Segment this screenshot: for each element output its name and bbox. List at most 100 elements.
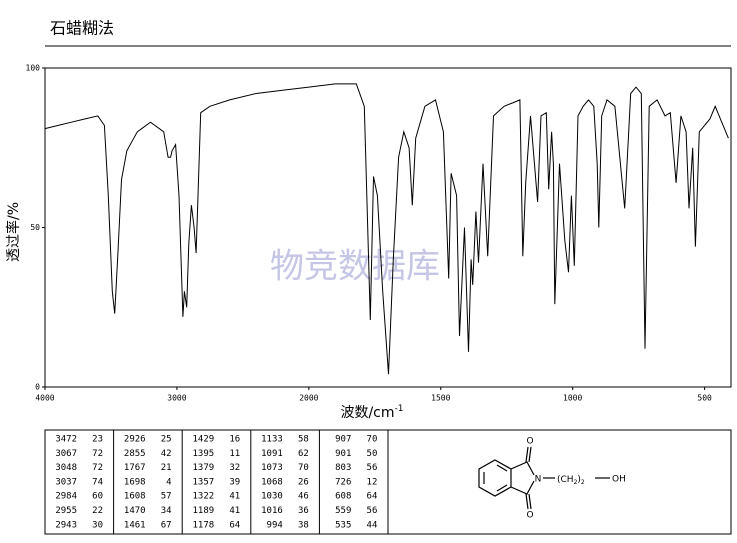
peak-transmittance: 70 — [298, 463, 309, 473]
peak-wavenumber: 3472 — [55, 435, 77, 445]
x-tick-label: 1000 — [563, 394, 582, 403]
x-tick-label: 4000 — [35, 394, 54, 403]
x-axis-label-main: 波数/cm — [340, 405, 394, 421]
carbonyl — [525, 446, 529, 463]
chain-label: (CH2)2 — [557, 475, 585, 486]
ring-bond — [510, 461, 535, 476]
peak-wavenumber: 1767 — [124, 463, 146, 473]
watermark: 物竞数据库 — [270, 247, 440, 287]
peak-wavenumber: 1068 — [261, 477, 283, 487]
peak-transmittance: 46 — [298, 492, 309, 502]
peak-wavenumber: 1322 — [193, 492, 215, 502]
x-tick-label: 2000 — [299, 394, 318, 403]
peak-transmittance: 67 — [161, 520, 172, 530]
peak-transmittance: 16 — [229, 435, 240, 445]
peak-transmittance: 60 — [92, 492, 103, 502]
double-bond — [496, 484, 508, 492]
peak-wavenumber: 2984 — [55, 492, 77, 502]
chain-close: ) — [577, 475, 581, 485]
peak-wavenumber: 2955 — [55, 506, 77, 516]
peak-transmittance: 21 — [161, 463, 172, 473]
peak-transmittance: 34 — [161, 506, 172, 516]
peak-transmittance: 23 — [92, 435, 103, 445]
peak-wavenumber: 1429 — [193, 435, 215, 445]
peak-wavenumber: 1189 — [193, 506, 215, 516]
plot-frame — [44, 67, 732, 388]
peak-transmittance: 22 — [92, 506, 103, 516]
peak-wavenumber: 3037 — [55, 477, 77, 487]
peak-transmittance: 57 — [161, 492, 172, 502]
peak-transmittance: 64 — [229, 520, 240, 530]
atom-label: N — [535, 475, 542, 485]
peak-transmittance: 4 — [166, 477, 171, 487]
x-tick-label: 500 — [697, 394, 712, 403]
peak-wavenumber: 3067 — [55, 449, 77, 459]
peak-transmittance: 62 — [298, 449, 309, 459]
peak-transmittance: 30 — [92, 520, 103, 530]
atom-label: O — [526, 437, 533, 447]
y-tick-label: 100 — [26, 64, 41, 73]
carbonyl — [525, 493, 529, 510]
peak-wavenumber: 2943 — [55, 520, 77, 530]
chart-title: 石蜡糊法 — [50, 19, 114, 38]
spectrum-line — [44, 83, 729, 375]
peak-transmittance: 41 — [229, 492, 240, 502]
peak-wavenumber: 608 — [335, 492, 351, 502]
peak-wavenumber: 1470 — [124, 506, 146, 516]
peak-transmittance: 74 — [92, 477, 103, 487]
x-axis-label-sup: -1 — [395, 404, 404, 414]
peak-wavenumber: 1395 — [193, 449, 215, 459]
peak-wavenumber: 1030 — [261, 492, 283, 502]
peak-transmittance: 38 — [298, 520, 309, 530]
peak-transmittance: 39 — [229, 477, 240, 487]
chain-open: (CH — [557, 475, 574, 485]
peak-wavenumber: 1133 — [261, 435, 283, 445]
peak-transmittance: 25 — [161, 435, 172, 445]
atom-label: OH — [612, 475, 626, 485]
peak-transmittance: 41 — [229, 506, 240, 516]
peak-wavenumber: 1379 — [193, 463, 215, 473]
peak-wavenumber: 2855 — [124, 449, 146, 459]
peak-transmittance: 32 — [229, 463, 240, 473]
peak-transmittance: 44 — [367, 520, 378, 530]
peak-wavenumber: 1016 — [261, 506, 283, 516]
ring-bond — [510, 480, 535, 495]
peak-wavenumber: 535 — [335, 520, 351, 530]
structure — [478, 446, 610, 510]
peak-transmittance: 72 — [92, 463, 103, 473]
chain-sub: 2 — [574, 479, 578, 486]
peak-transmittance: 11 — [229, 449, 240, 459]
peak-transmittance: 26 — [298, 477, 309, 487]
peak-transmittance: 12 — [367, 477, 378, 487]
carbonyl — [528, 493, 532, 510]
peak-wavenumber: 1073 — [261, 463, 283, 473]
peak-transmittance: 64 — [367, 492, 378, 502]
atom-label: O — [526, 511, 533, 521]
peak-transmittance: 42 — [161, 449, 172, 459]
chain-sub: 2 — [581, 479, 585, 486]
carbonyl — [528, 446, 532, 463]
y-tick-label: 50 — [30, 223, 40, 232]
peak-wavenumber: 907 — [335, 435, 351, 445]
peak-wavenumber: 1608 — [124, 492, 146, 502]
y-tick-label: 0 — [35, 383, 40, 392]
peak-transmittance: 70 — [367, 435, 378, 445]
x-tick-label: 3000 — [167, 394, 186, 403]
peak-wavenumber: 1091 — [261, 449, 283, 459]
peak-wavenumber: 3048 — [55, 463, 77, 473]
x-tick-label: 1500 — [431, 394, 450, 403]
peak-transmittance: 58 — [298, 435, 309, 445]
peak-wavenumber: 726 — [335, 477, 351, 487]
peak-wavenumber: 1357 — [193, 477, 215, 487]
peak-wavenumber: 2926 — [124, 435, 146, 445]
peak-wavenumber: 1698 — [124, 477, 146, 487]
peak-wavenumber: 1461 — [124, 520, 146, 530]
peak-wavenumber: 994 — [267, 520, 283, 530]
peak-transmittance: 56 — [367, 506, 378, 516]
y-axis-label: 透过率/% — [5, 202, 22, 262]
peak-transmittance: 50 — [367, 449, 378, 459]
peak-wavenumber: 1178 — [193, 520, 215, 530]
peak-transmittance: 72 — [92, 449, 103, 459]
peak-wavenumber: 901 — [335, 449, 351, 459]
